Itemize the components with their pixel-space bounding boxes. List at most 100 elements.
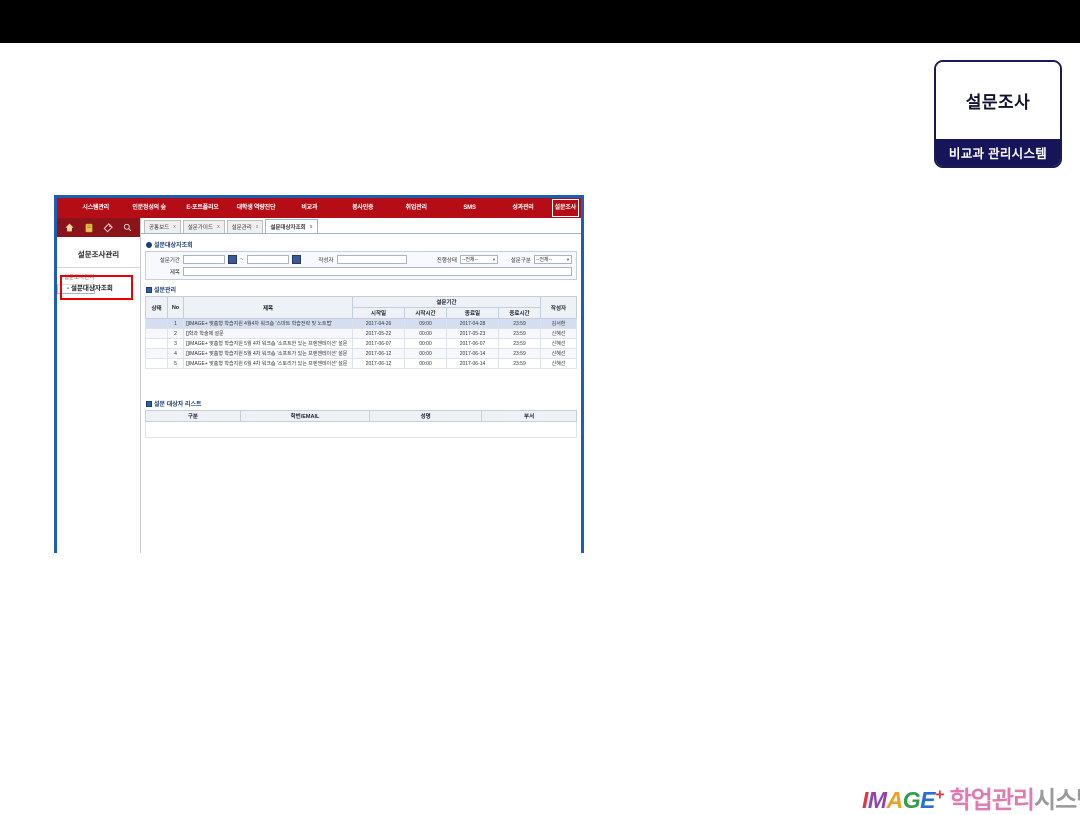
tab-1[interactable]: 설문가이드 x <box>182 220 225 233</box>
calendar-icon-from[interactable] <box>228 255 237 264</box>
content-padding: 설문대상자조회 설문기간 ~ 작성자 진행상태 <box>141 234 581 553</box>
home-icon[interactable] <box>64 221 76 234</box>
tag-icon[interactable] <box>102 221 114 234</box>
cell-end-date: 2017-06-07 <box>446 338 499 349</box>
type-select[interactable]: --전체-- ▼ <box>534 255 572 264</box>
cell-start-time: 00:00 <box>404 348 447 359</box>
title-card-footer-text: 비교과 관리시스템 <box>948 147 1048 161</box>
date-from-input[interactable] <box>183 255 225 264</box>
cell-subject: []IMAGE+ 맞춤형 학습지원 5월 4차 워크숍 '소프트한 있는 프렌젠… <box>183 338 353 349</box>
cell-start-time: 09:00 <box>404 318 447 329</box>
cell-end-time: 23:59 <box>498 338 541 349</box>
author-input[interactable] <box>336 255 407 264</box>
menu-item-6[interactable]: 취업관리 <box>405 205 427 211</box>
search-section-heading: 설문대상자조회 <box>146 240 577 249</box>
cell-no: 3 <box>167 338 184 349</box>
cell-state <box>145 338 168 349</box>
cell-end-date: 2017-06-14 <box>446 358 499 369</box>
th-author: 작성자 <box>540 296 577 319</box>
menu-item-5[interactable]: 봉사인증 <box>352 205 374 211</box>
menu-item-3[interactable]: 대학생 역량진단 <box>236 205 276 211</box>
tab-strip: 공통보드 x 설문가이드 x 설문관리 x 설문대상자조회 x <box>141 218 581 234</box>
cell-state <box>145 328 168 339</box>
cell-start-time: 00:00 <box>404 328 447 339</box>
cell-subject: []IMAGE+ 맞춤형 학습지원 5월 4차 워크숍 '소프트가 있는 프렌젠… <box>183 348 353 359</box>
title-label: 제목 <box>169 269 180 276</box>
cell-start-date: 2017-04-26 <box>352 318 405 329</box>
cell-no: 2 <box>167 328 184 339</box>
menu-item-9[interactable]: 설문조사 <box>551 199 579 217</box>
cell-subject: []학과 학술제 설문 <box>183 328 353 339</box>
survey-title-card: 설문조사 비교과 관리시스템 <box>934 60 1062 168</box>
tab-label-0: 공통보드 <box>149 225 170 231</box>
title-card-main: 설문조사 <box>936 62 1060 139</box>
status-select-value: --전체-- <box>462 257 478 263</box>
bullet-icon <box>146 241 152 248</box>
tab-0[interactable]: 공통보드 x <box>144 220 181 233</box>
cell-start-date: 2017-05-22 <box>352 328 405 339</box>
cell-end-date: 2017-05-23 <box>446 328 499 339</box>
tab-3[interactable]: 설문대상자조회 x <box>265 219 318 233</box>
cell-start-time: 00:00 <box>404 338 447 349</box>
target-heading-text: 설문 대상자 리스트 <box>154 402 202 408</box>
th-end-time: 종료시간 <box>498 307 541 319</box>
chevron-down-icon: ▼ <box>492 257 496 262</box>
logo-letter-m: M <box>867 787 887 813</box>
cell-end-time: 23:59 <box>498 318 541 329</box>
table-row[interactable]: 4 []IMAGE+ 맞춤형 학습지원 5월 4차 워크숍 '소프트가 있는 프렌… <box>145 348 577 359</box>
date-to-input[interactable] <box>246 255 289 264</box>
menu-item-4[interactable]: 비교과 <box>301 205 318 211</box>
table-row[interactable]: 1 []IMAGE+ 맞춤형 학습지원 4월4차 워크숍 '스마트 학습전략 및 … <box>145 318 577 329</box>
target-table-header-row: 구분 학번/EMAIL 성명 부서 <box>145 410 577 422</box>
sidebar-item-target-lookup[interactable]: - 설문대상자조회 <box>57 284 113 294</box>
cell-state <box>145 348 168 359</box>
target-table-heading: 설문 대상자 리스트 <box>146 399 577 408</box>
menu-item-7[interactable]: SMS <box>463 205 476 211</box>
th-start-date: 시작일 <box>352 307 405 319</box>
calendar-icon-to[interactable] <box>291 255 301 264</box>
title-input[interactable] <box>183 267 572 276</box>
tab-close-icon-0[interactable]: x <box>173 224 176 230</box>
table-row[interactable]: 3 []IMAGE+ 맞춤형 학습지원 5월 4차 워크숍 '소프트한 있는 프렌… <box>145 338 577 349</box>
search-panel: 설문기간 ~ 작성자 진행상태 --전체-- ▼ <box>145 251 577 280</box>
menu-item-2[interactable]: E-포트폴리오 <box>186 205 219 211</box>
table-row[interactable]: 2 []학과 학술제 설문 2017-05-22 00:00 2017-05-23 23:… <box>145 328 577 339</box>
cell-end-time: 23:59 <box>498 358 541 369</box>
tab-2[interactable]: 설문관리 x <box>226 220 264 233</box>
search-icon[interactable] <box>121 221 133 234</box>
top-menu-bar: 시스템관리 인문정성의 숲 E-포트폴리오 대학생 역량진단 비교과 봉사인증 취업관리 SM… <box>57 198 581 218</box>
th-dept: 부서 <box>481 410 577 422</box>
cell-no: 1 <box>167 318 184 329</box>
th-end-date: 종료일 <box>446 307 499 319</box>
cell-author: 김서환 <box>540 318 577 329</box>
tab-close-icon-1[interactable]: x <box>217 224 220 230</box>
table-row[interactable]: 5 []IMAGE+ 맞춤형 학습지원 6월 4차 워크숍 '스토리가 있는 프렌… <box>145 358 577 369</box>
th-state: 상태 <box>145 296 168 319</box>
status-label: 진행상태 <box>436 257 457 264</box>
survey-table-header-row-1: 상태 No 제목 설문기간 작성자 <box>145 296 577 319</box>
application-window: 시스템관리 인문정성의 숲 E-포트폴리오 대학생 역량진단 비교과 봉사인증 취업관리 SM… <box>54 195 584 553</box>
menu-item-0[interactable]: 시스템관리 <box>82 205 109 211</box>
table-bottom-spacer <box>145 369 577 393</box>
sidebar-menu: 설문조사관리 - 설문대상자조회 <box>57 268 140 300</box>
target-table: 구분 학번/EMAIL 성명 부서 <box>145 410 577 422</box>
menu-item-8[interactable]: 성과관리 <box>512 205 534 211</box>
tab-close-icon-3[interactable]: x <box>309 223 313 230</box>
document-icon[interactable] <box>83 221 95 234</box>
status-select[interactable]: --전체-- ▼ <box>460 255 498 264</box>
th-no: No <box>167 296 184 319</box>
cell-author: 신혜선 <box>540 348 577 359</box>
type-select-value: --전체-- <box>536 257 552 263</box>
menu-item-1[interactable]: 인문정성의 숲 <box>132 205 166 211</box>
cell-start-date: 2017-06-12 <box>352 348 405 359</box>
sidebar-item-survey-management[interactable]: 설문조사관리 <box>64 275 95 281</box>
title-card-main-text: 설문조사 <box>965 93 1031 112</box>
cell-state <box>145 358 168 369</box>
th-subject: 제목 <box>183 296 353 319</box>
logo-letter-g: G <box>902 787 921 813</box>
th-division: 구분 <box>145 410 241 422</box>
top-black-band <box>0 0 1080 43</box>
cell-end-time: 23:59 <box>498 348 541 359</box>
cell-state <box>145 318 168 329</box>
tab-close-icon-2[interactable]: x <box>255 224 259 230</box>
